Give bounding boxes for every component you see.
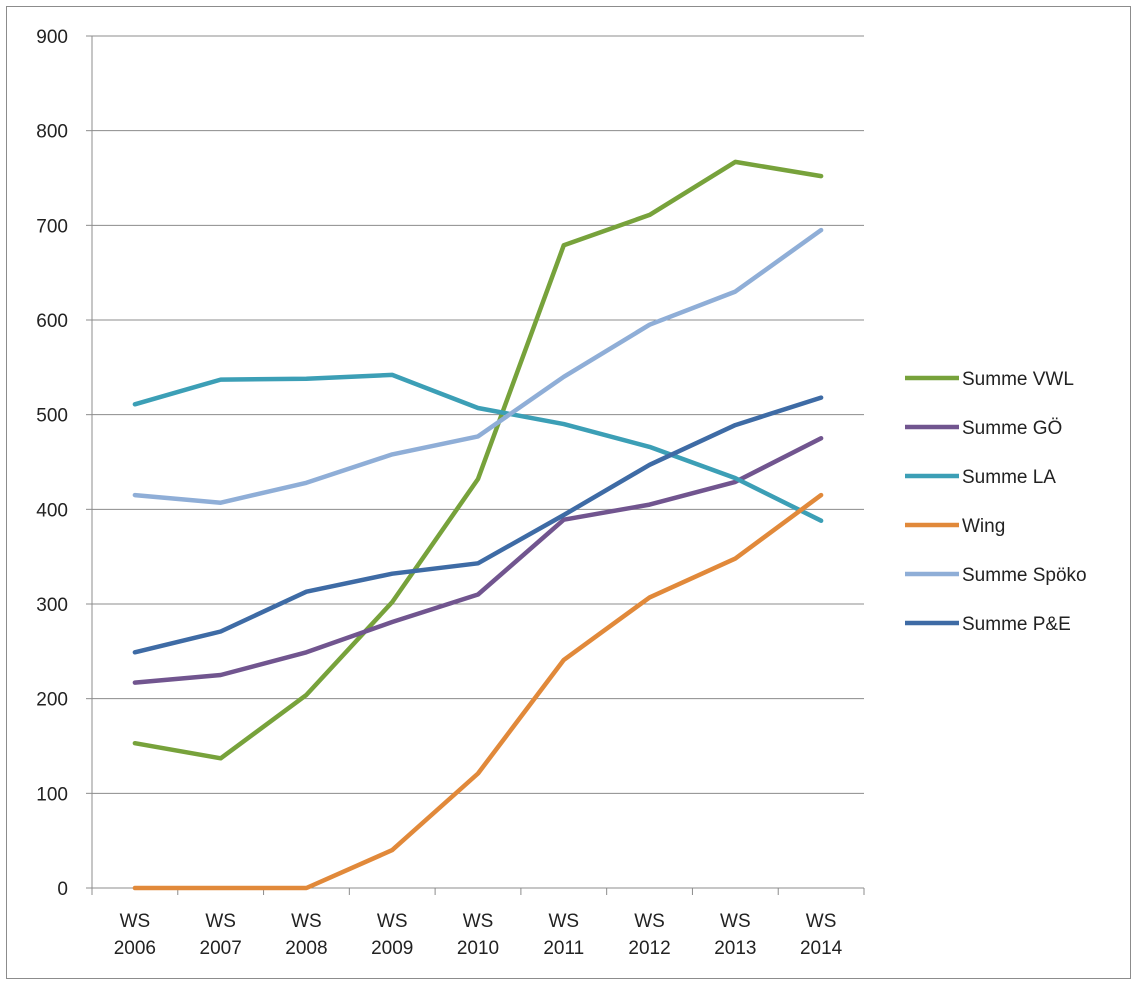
y-tick-label: 600 xyxy=(36,311,68,332)
x-tick-label: WS xyxy=(806,911,837,932)
x-tick-label: 2012 xyxy=(628,938,670,959)
x-tick-label: WS xyxy=(377,911,408,932)
x-tick-label: 2014 xyxy=(800,938,843,959)
series-line-0 xyxy=(132,159,824,761)
y-tick-label: 700 xyxy=(36,216,68,237)
series-lines xyxy=(132,159,824,891)
x-tick-label: 2006 xyxy=(114,938,156,959)
x-tick-label: WS xyxy=(463,911,494,932)
y-tick-label: 300 xyxy=(36,595,68,616)
x-tick-label: WS xyxy=(634,911,665,932)
chart-frame xyxy=(6,6,1131,979)
series-line-3 xyxy=(132,492,824,891)
series-line-5 xyxy=(132,395,824,655)
y-tick-label: 800 xyxy=(36,122,68,143)
axes: 0 100 200 300 400 500 600 700 800 900 WS 2006 WS 2007… xyxy=(36,27,865,959)
y-tick-label: 200 xyxy=(36,690,68,711)
legend-label: Summe LA xyxy=(962,467,1056,488)
series-line-1 xyxy=(132,436,824,685)
x-tick-label: WS xyxy=(205,911,236,932)
y-tick-label: 100 xyxy=(36,784,68,805)
legend-label: Summe Spöko xyxy=(962,565,1087,586)
y-tick-label: 0 xyxy=(57,879,68,900)
y-tick-label: 400 xyxy=(36,500,68,521)
legend-label: Summe VWL xyxy=(962,369,1074,390)
legend: Summe VWL Summe GÖ Summe LA Wing Summe Spöko… xyxy=(905,369,1087,635)
legend-label: Wing xyxy=(962,516,1005,537)
x-tick-label: WS xyxy=(548,911,579,932)
legend-label: Summe GÖ xyxy=(962,418,1062,439)
y-tick-label: 900 xyxy=(36,27,68,48)
series-line-4 xyxy=(132,227,824,505)
y-tick-label: 500 xyxy=(36,406,68,427)
x-tick-label: 2013 xyxy=(714,938,756,959)
x-tick-label: 2011 xyxy=(543,938,584,959)
x-tick-label: 2008 xyxy=(285,938,327,959)
gridlines xyxy=(92,35,864,794)
x-tick-label: 2007 xyxy=(200,938,242,959)
legend-label: Summe P&E xyxy=(962,614,1071,635)
x-tick-label: WS xyxy=(120,911,151,932)
x-tick-label: WS xyxy=(291,911,322,932)
series-line-2 xyxy=(132,372,824,523)
x-tick-label: 2010 xyxy=(457,938,499,959)
x-tick-label: WS xyxy=(720,911,751,932)
x-tick-label: 2009 xyxy=(371,938,413,959)
